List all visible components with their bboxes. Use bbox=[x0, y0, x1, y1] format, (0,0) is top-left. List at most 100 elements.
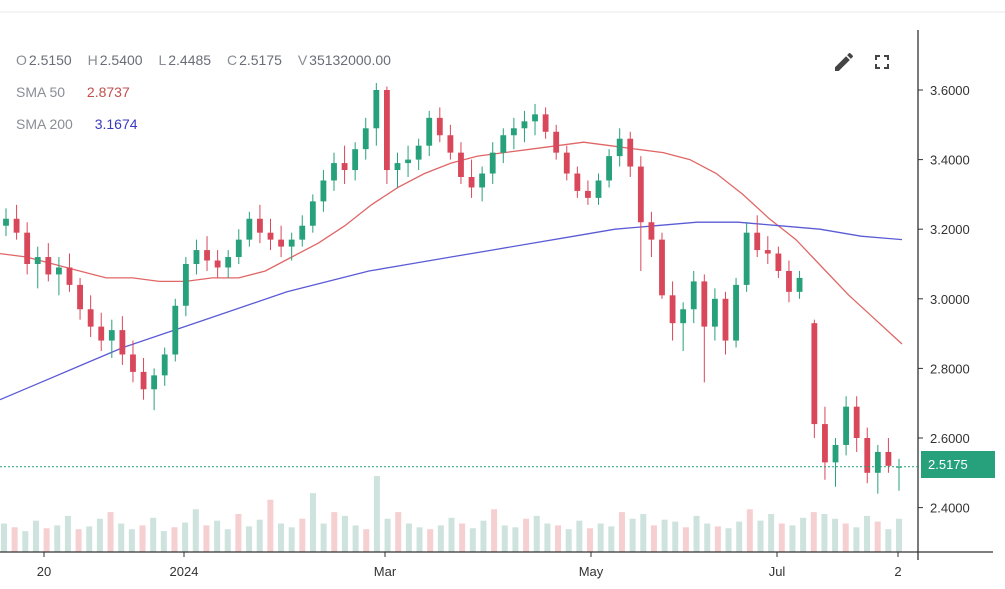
volume-bar bbox=[32, 520, 39, 552]
volume-bar bbox=[672, 521, 679, 552]
candle-body bbox=[426, 117, 433, 146]
pencil-icon[interactable] bbox=[832, 50, 856, 74]
volume-bar bbox=[192, 509, 199, 552]
candle-body bbox=[595, 180, 602, 198]
sma200-label: SMA 200 bbox=[16, 116, 73, 132]
volume-bar bbox=[896, 518, 902, 552]
candle-body bbox=[235, 239, 242, 258]
volume-bar bbox=[160, 531, 167, 552]
candle-body bbox=[193, 250, 200, 264]
y-tick-label: 3.6000 bbox=[930, 83, 970, 98]
candle-body bbox=[606, 156, 613, 181]
candle-body bbox=[616, 138, 623, 157]
sma200-row: SMA 200 3.1674 bbox=[16, 112, 403, 144]
candle-body bbox=[542, 114, 549, 132]
candle-body bbox=[479, 173, 486, 188]
volume-bar bbox=[650, 525, 657, 552]
volume-bar bbox=[43, 528, 50, 552]
candle-body bbox=[405, 159, 411, 164]
candle-body bbox=[436, 117, 443, 136]
volume-bar bbox=[640, 514, 647, 552]
volume-bar bbox=[96, 518, 103, 552]
candle-body bbox=[585, 190, 591, 198]
volume-bar bbox=[341, 515, 348, 552]
candle-body bbox=[864, 438, 871, 473]
volume-bar bbox=[267, 499, 274, 552]
candle-body bbox=[182, 264, 189, 306]
candle-body bbox=[648, 222, 655, 240]
volume-bar bbox=[1, 523, 7, 552]
volume-bar bbox=[54, 525, 61, 552]
candle-body bbox=[352, 149, 359, 171]
volume-bar bbox=[118, 523, 125, 552]
candle-body bbox=[108, 330, 115, 341]
candle-body bbox=[659, 239, 665, 296]
expand-icon[interactable] bbox=[870, 50, 894, 74]
volume-bar bbox=[309, 493, 316, 552]
candle-body bbox=[563, 152, 570, 174]
volume-bar bbox=[416, 527, 423, 552]
volume-bar bbox=[523, 518, 530, 552]
volume-bar bbox=[352, 525, 359, 552]
volume-bar bbox=[576, 520, 583, 552]
candle-body bbox=[510, 128, 517, 136]
volume-bar bbox=[107, 512, 114, 552]
chart-toolbar bbox=[832, 50, 902, 74]
close-label: C bbox=[226, 52, 238, 68]
y-tick-label: 3.0000 bbox=[930, 292, 970, 307]
volume-bar bbox=[874, 521, 881, 552]
candle-body bbox=[669, 295, 676, 324]
candle-body bbox=[775, 253, 782, 271]
volume-bar bbox=[533, 515, 540, 552]
candle-body bbox=[447, 135, 454, 153]
x-tick-label: 20 bbox=[37, 564, 51, 579]
volume-bar bbox=[331, 512, 338, 552]
volume-label: V bbox=[297, 52, 308, 68]
candle-body bbox=[55, 267, 62, 275]
candle-body bbox=[119, 330, 126, 355]
candle-body bbox=[320, 180, 327, 202]
volume-bar bbox=[128, 529, 135, 552]
candle-body bbox=[24, 232, 31, 264]
candle-body bbox=[500, 135, 507, 153]
volume-bar bbox=[224, 529, 231, 552]
candle-body bbox=[690, 281, 697, 310]
volume-bar bbox=[299, 518, 306, 552]
candle-body bbox=[843, 406, 850, 445]
volume-bar bbox=[842, 523, 849, 552]
volume-bar bbox=[139, 525, 146, 552]
volume-bar bbox=[384, 518, 391, 552]
last-price-label: 2.5175 bbox=[921, 451, 995, 478]
candle-body bbox=[680, 309, 687, 324]
x-tick-label: May bbox=[579, 564, 604, 579]
volume-bar bbox=[565, 529, 572, 552]
volume-bar bbox=[597, 523, 604, 552]
volume-bar bbox=[800, 517, 807, 552]
sma50-value: 2.8737 bbox=[86, 84, 130, 100]
volume-bar bbox=[395, 512, 402, 552]
candle-body bbox=[3, 218, 9, 226]
x-tick-label: 2 bbox=[894, 564, 901, 579]
volume-bar bbox=[491, 509, 498, 552]
candle-body bbox=[627, 138, 634, 167]
open-value: 2.5150 bbox=[28, 52, 72, 68]
candle-body bbox=[853, 406, 860, 438]
sma50-label: SMA 50 bbox=[16, 84, 66, 100]
volume-bar bbox=[235, 514, 242, 552]
volume-value: 35132000.00 bbox=[309, 52, 391, 68]
volume-bar bbox=[864, 515, 871, 552]
candle-body bbox=[796, 277, 803, 292]
candle-body bbox=[743, 232, 750, 285]
volume-bar bbox=[714, 526, 721, 552]
volume-bar bbox=[405, 523, 412, 552]
candle-body bbox=[764, 250, 771, 254]
volume-bar bbox=[11, 527, 18, 552]
open-label: O bbox=[16, 52, 27, 68]
low-value: 2.4485 bbox=[168, 52, 212, 68]
candle-body bbox=[885, 451, 892, 466]
candle-body bbox=[637, 166, 644, 223]
candle-body bbox=[832, 444, 839, 463]
volume-bar bbox=[757, 520, 764, 552]
sma200-line bbox=[0, 221, 903, 401]
